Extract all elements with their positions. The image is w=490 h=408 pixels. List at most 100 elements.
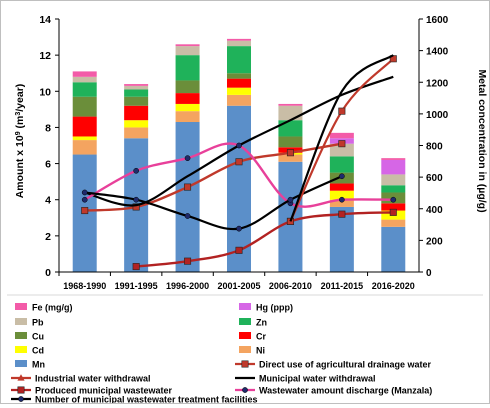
point-produced-municipal-wastewater-3 (184, 257, 192, 265)
x-tick-label: 2011-2015 (321, 281, 364, 291)
bar-fe-mg-g-7 (381, 158, 406, 160)
point-wastewater-amount-discharge-manzala-4 (236, 142, 242, 149)
legend-cu-swatch (15, 332, 27, 339)
line-facilities-late-segment (289, 54, 394, 222)
bar-cr-4 (227, 78, 251, 88)
x-tick-label: 1996-2000 (166, 281, 209, 291)
bar-zn-3 (175, 55, 200, 81)
left-tick-label: 0 (45, 267, 51, 279)
point-produced-municipal-wastewater-7 (389, 208, 397, 216)
point-number-of-municipal-wastewater-treatment-facilities-3 (184, 213, 191, 219)
line-produced-municipal-wastewater (136, 211, 394, 268)
bar-cd-3 (175, 103, 200, 112)
bar-cu-1 (72, 96, 97, 117)
point-direct-use-of-agricultural-drainage-water-1 (81, 207, 89, 215)
point-wastewater-amount-discharge-manzala-7 (390, 196, 397, 203)
x-tick-label: 1968-1990 (63, 281, 106, 291)
line-drainage-late-segment (289, 57, 395, 222)
point-number-of-municipal-wastewater-treatment-facilities-2 (133, 196, 139, 203)
bar-cu-3 (175, 80, 200, 94)
bar-cd-1 (72, 136, 97, 141)
bars-layer (72, 38, 406, 272)
point-wastewater-amount-discharge-manzala-6 (339, 196, 345, 203)
bar-cd-6 (329, 190, 354, 200)
bar-cr-2 (124, 105, 149, 121)
left-tick-label: 2 (45, 231, 51, 243)
bar-ni-5 (278, 154, 303, 162)
bar-fe-mg-g-2 (124, 84, 149, 86)
bar-cu-5 (278, 136, 303, 148)
point-direct-use-of-agricultural-drainage-water-5 (286, 149, 294, 157)
bar-cr-3 (175, 93, 200, 104)
legend-cr-swatch (239, 332, 251, 339)
right-tick-label: 800 (426, 142, 443, 153)
bar-pb-3 (175, 46, 200, 56)
right-tick-label: 1400 (426, 47, 449, 58)
point-direct-use-of-agricultural-drainage-water-2 (132, 203, 140, 211)
lines-layer (81, 54, 397, 271)
bar-zn-5 (278, 120, 303, 137)
legend-wastewater-amount-discharge-manzala-marker (242, 387, 248, 393)
bar-pb-6 (329, 143, 354, 157)
bar-zn-6 (329, 156, 354, 173)
x-tick-label: 2001-2005 (217, 281, 260, 291)
point-produced-municipal-wastewater-2 (132, 263, 140, 271)
x-tick-label: 2016-2020 (372, 281, 415, 291)
legend-mn-swatch (15, 360, 27, 367)
legend-fe-mg-g-label: Fe (mg/g) (32, 303, 73, 313)
bar-cu-4 (227, 73, 251, 79)
legend-cu-label: Cu (32, 332, 44, 342)
legend-hg-ppp-label: Hg (ppp) (256, 303, 293, 313)
bar-zn-4 (227, 46, 251, 74)
bar-mn-5 (278, 161, 303, 272)
legend-ni-swatch (239, 346, 251, 353)
x-tick-label: 1991-1995 (115, 281, 158, 291)
legend-ni-label: Ni (256, 346, 265, 356)
bar-cr-7 (381, 203, 406, 211)
point-number-of-municipal-wastewater-treatment-facilities-1 (81, 189, 88, 196)
point-number-of-municipal-wastewater-treatment-facilities-4 (236, 225, 242, 232)
legend-pb-swatch (15, 318, 27, 325)
axes-layer: 0 2 4 6 8 10 12 14 0 200 400 600 800 1000 1200 1400 1600… (39, 14, 448, 291)
left-tick-label: 10 (39, 86, 51, 98)
legend-mn-label: Mn (32, 360, 45, 370)
bar-ni-4 (227, 94, 251, 106)
legend-hg-ppp-swatch (239, 303, 251, 310)
right-tick-label: 1000 (426, 110, 449, 121)
bar-cu-2 (124, 96, 149, 106)
point-number-of-municipal-wastewater-treatment-facilities-5 (287, 196, 294, 203)
legend-cd-swatch (15, 346, 27, 353)
bar-mn-7 (381, 226, 406, 272)
bar-cd-4 (227, 87, 251, 95)
point-direct-use-of-agricultural-drainage-water-3 (184, 183, 192, 191)
legend-number-of-municipal-wastewater-treatment-facilities-marker (18, 396, 24, 402)
bar-fe-mg-g-3 (175, 44, 200, 47)
legend-zn-label: Zn (256, 318, 267, 328)
bar-zn-2 (124, 89, 149, 97)
right-tick-label: 1600 (426, 15, 449, 26)
right-axis-label: Metal concentration in (µg/g) (476, 69, 488, 212)
legend-industrial-water-withdrawal-marker (17, 374, 25, 381)
bar-zn-7 (381, 185, 406, 193)
legend-produced-municipal-wastewater-marker (17, 386, 25, 394)
legend-direct-use-of-agricultural-drainage-water-marker (241, 360, 249, 368)
right-tick-label: 600 (426, 173, 443, 184)
bar-pb-1 (72, 76, 97, 83)
line-direct-use-of-agricultural-drainage-water (84, 142, 343, 212)
bar-mn-3 (175, 122, 200, 272)
bar-cr-6 (329, 183, 354, 191)
legend-cd-label: Cd (32, 346, 44, 356)
bar-ni-3 (175, 111, 200, 123)
bar-ni-7 (381, 219, 406, 227)
line-number-of-municipal-wastewater-treatment-facilities (84, 175, 343, 231)
bar-mn-4 (227, 105, 251, 272)
left-tick-label: 6 (45, 159, 51, 171)
point-wastewater-amount-discharge-manzala-1 (81, 196, 88, 203)
point-number-of-municipal-wastewater-treatment-facilities-6 (339, 173, 345, 180)
legend: Fe (mg/g) Pb Cu Cd Mn Industrial water withdr… (11, 303, 432, 405)
left-tick-label: 12 (39, 50, 51, 62)
right-tick-label: 200 (426, 236, 443, 247)
legend-cr-label: Cr (256, 332, 266, 342)
bar-zn-1 (72, 82, 97, 97)
